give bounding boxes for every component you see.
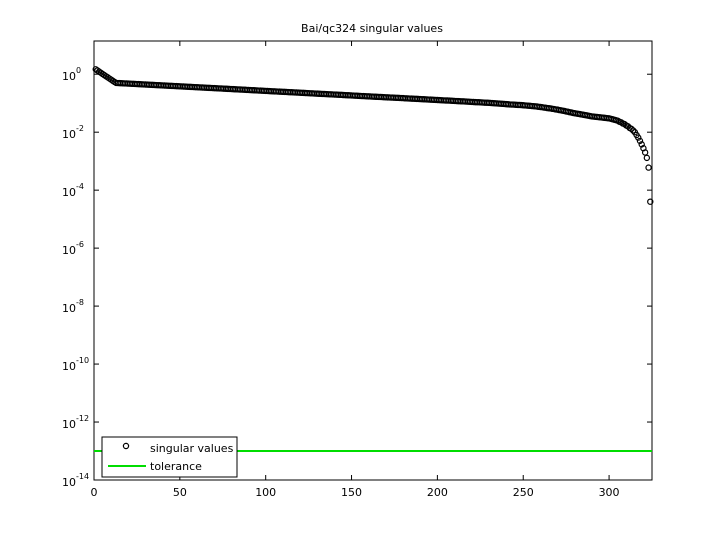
y-tick-label: 10-6	[62, 240, 84, 257]
y-tick-exponent: -4	[76, 182, 84, 191]
data-point	[636, 137, 644, 145]
data-point	[645, 164, 652, 171]
chart-title: Bai/qc324 singular values	[301, 22, 443, 35]
y-tick-base: 10	[62, 186, 76, 199]
x-tick-label: 250	[513, 486, 534, 499]
legend-label: singular values	[150, 442, 234, 455]
x-tick-label: 100	[255, 486, 276, 499]
y-tick-label: 10-8	[62, 298, 84, 316]
x-tick-label: 50	[173, 486, 187, 499]
y-tick-exponent: 0	[76, 66, 81, 75]
data-point	[628, 125, 635, 133]
y-tick-label: 10-12	[62, 414, 89, 432]
y-tick-label: 10-14	[62, 472, 89, 490]
x-tick-label: 150	[341, 486, 362, 499]
y-tick-label: 100	[62, 66, 81, 84]
data-point	[635, 134, 642, 141]
data-point	[643, 154, 651, 162]
y-tick-exponent: -2	[76, 124, 84, 133]
y-tick-base: 10	[62, 70, 76, 83]
plot-area	[93, 40, 653, 481]
y-tick-exponent: -6	[76, 240, 84, 249]
y-tick-base: 10	[62, 244, 76, 257]
y-tick-label: 10-10	[62, 356, 89, 374]
y-tick-label: 10-2	[62, 124, 84, 142]
data-point	[629, 127, 637, 134]
y-tick-base: 10	[62, 302, 76, 315]
x-tick-label: 200	[427, 486, 448, 499]
y-tick-exponent: -8	[76, 298, 84, 307]
data-point	[647, 198, 654, 205]
y-tick-label: 10-4	[62, 182, 84, 200]
y-tick-base: 10	[62, 476, 76, 489]
data-point	[641, 149, 649, 156]
legend-label: tolerance	[150, 460, 202, 473]
y-tick-base: 10	[62, 128, 76, 141]
y-tick-base: 10	[62, 360, 76, 373]
y-tick-exponent: -10	[76, 356, 89, 365]
x-tick-label: 300	[599, 486, 620, 499]
y-tick-base: 10	[62, 418, 76, 431]
y-tick-exponent: -12	[76, 414, 89, 423]
y-tick-exponent: -14	[76, 472, 89, 481]
x-tick-label: 0	[91, 486, 98, 499]
legend-marker	[122, 442, 130, 450]
